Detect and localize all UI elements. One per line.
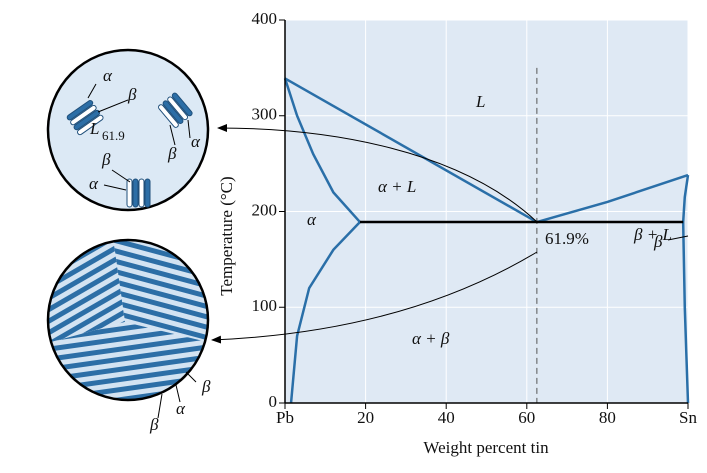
micro-label: α (103, 66, 113, 85)
eutectic-label: 61.9% (545, 229, 589, 248)
x-tick-label: Pb (276, 408, 294, 427)
y-axis-label: Temperature (°C) (217, 176, 236, 295)
phase-boundary (536, 173, 689, 224)
micro-composition: 61.9 (102, 128, 125, 143)
y-tick-label: 0 (269, 392, 278, 411)
micro-label: β (127, 85, 137, 104)
leader-lines (157, 371, 197, 419)
micro-label: α (191, 132, 201, 151)
arrow (217, 124, 538, 223)
region-label: α (307, 210, 317, 229)
phase-boundary (289, 221, 361, 404)
x-tick-label: 40 (438, 408, 455, 427)
lamellae (66, 92, 193, 208)
x-tick-label: 60 (518, 408, 535, 427)
region-label: β + L (633, 225, 672, 244)
y-tick-label: 100 (252, 296, 278, 315)
phase-boundary (284, 77, 538, 224)
micrograph-outline (46, 238, 210, 402)
y-tick-label: 300 (252, 105, 278, 124)
micro-label: β (149, 415, 159, 434)
micro-label: β (201, 377, 211, 396)
eutectic-micrograph (48, 240, 208, 400)
micro-label: α (89, 174, 99, 193)
x-tick-label: Sn (679, 408, 697, 427)
x-axis-label: Weight percent tin (423, 438, 549, 457)
y-tick-label: 400 (252, 9, 278, 28)
y-tick-label: 200 (252, 200, 278, 219)
x-tick-label: 80 (599, 408, 616, 427)
region-label: α + β (412, 329, 450, 348)
liquid-micrograph (46, 48, 210, 212)
arrow (211, 251, 538, 344)
micro-label: β (101, 150, 111, 169)
region-label: β (653, 232, 663, 251)
region-label: L (475, 92, 485, 111)
micro-phase: L (89, 119, 99, 138)
leader-lines (87, 83, 191, 191)
phase-boundary (283, 78, 361, 223)
micro-label: β (167, 144, 177, 163)
region-label: α + L (378, 177, 416, 196)
x-tick-label: 20 (357, 408, 374, 427)
micro-label: α (176, 399, 186, 418)
leader-line (667, 235, 689, 241)
